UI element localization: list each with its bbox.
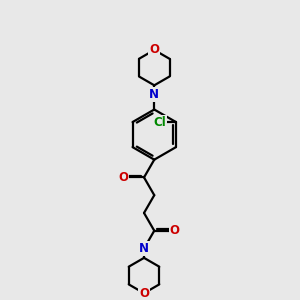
Text: O: O (139, 287, 149, 300)
Text: Cl: Cl (153, 116, 166, 129)
Text: N: N (139, 242, 149, 255)
Text: O: O (118, 171, 128, 184)
Text: N: N (149, 88, 159, 101)
Text: O: O (170, 224, 180, 237)
Text: O: O (149, 44, 159, 56)
